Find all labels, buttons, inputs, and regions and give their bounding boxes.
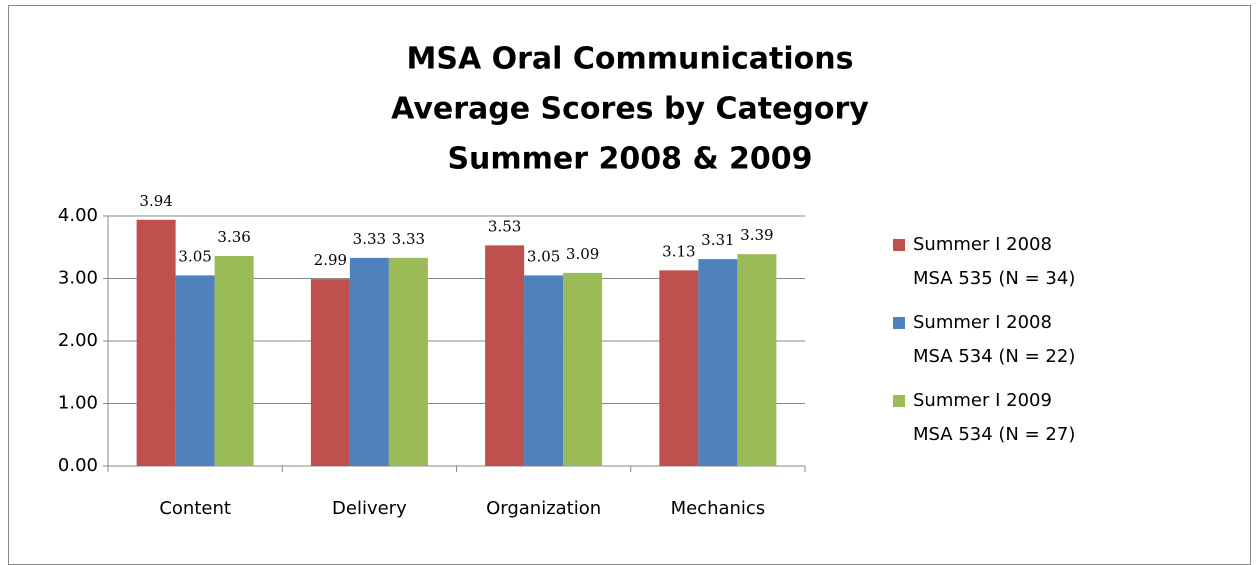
chart-title: Summer 2008 & 2009 — [447, 142, 812, 177]
bar — [388, 257, 428, 466]
legend-swatch — [893, 239, 905, 251]
x-tick-label: Content — [159, 498, 231, 519]
chart: MSA Oral Communications Average Scores by… — [58, 42, 869, 520]
legend-item: Summer I 2008 MSA 535 (N = 34) — [893, 228, 1075, 296]
data-label: 3.05 — [527, 247, 560, 265]
y-tick-label: 0.00 — [58, 455, 98, 476]
y-tick-label: 1.00 — [58, 393, 98, 414]
data-label: 3.09 — [566, 245, 599, 263]
legend-item: Summer I 2008 MSA 534 (N = 22) — [893, 306, 1075, 374]
data-label: 3.33 — [353, 230, 386, 248]
bar — [349, 257, 389, 466]
x-tick-label: Organization — [486, 498, 601, 519]
y-tick-label: 2.00 — [58, 330, 98, 351]
chart-title: MSA Oral Communications — [406, 42, 853, 77]
bar — [214, 256, 254, 466]
legend-item: Summer I 2009 MSA 534 (N = 27) — [893, 384, 1075, 452]
bar — [310, 279, 350, 466]
data-label: 3.53 — [488, 217, 521, 235]
bar — [175, 275, 215, 466]
chart-title: Average Scores by Category — [391, 92, 869, 127]
y-tick-label: 3.00 — [58, 268, 98, 289]
data-label: 3.31 — [701, 231, 734, 249]
y-tick-label: 4.00 — [58, 205, 98, 226]
bar — [485, 245, 525, 466]
legend-swatch — [893, 317, 905, 329]
x-tick-label: Mechanics — [671, 498, 766, 519]
legend-label: Summer I 2008 MSA 534 (N = 22) — [913, 312, 1076, 367]
bar — [563, 272, 603, 466]
bar — [737, 254, 777, 466]
legend-swatch — [893, 395, 905, 407]
data-label: 3.94 — [139, 192, 172, 210]
bar — [136, 219, 176, 466]
data-label: 3.39 — [740, 226, 773, 244]
legend-label: Summer I 2008 MSA 535 (N = 34) — [913, 234, 1076, 289]
bar — [524, 275, 564, 466]
data-label: 2.99 — [314, 251, 347, 269]
data-label: 3.36 — [217, 228, 250, 246]
data-label: 3.33 — [392, 230, 425, 248]
x-tick-label: Delivery — [332, 498, 407, 519]
bar — [659, 270, 699, 466]
page: {"chart_data": {"type": "bar", "title": … — [8, 5, 1251, 565]
data-label: 3.13 — [662, 242, 695, 260]
bar — [698, 259, 738, 466]
data-label: 3.05 — [178, 247, 211, 265]
legend-label: Summer I 2009 MSA 534 (N = 27) — [913, 390, 1076, 445]
